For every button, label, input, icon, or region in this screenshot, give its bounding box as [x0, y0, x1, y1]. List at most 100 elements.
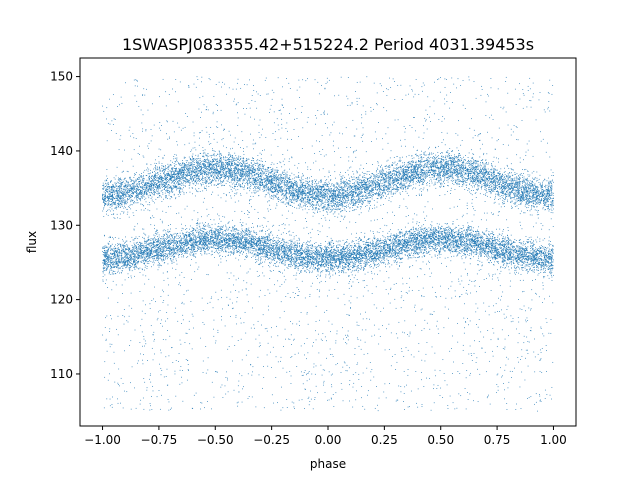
data-point — [375, 258, 377, 260]
data-point — [534, 259, 536, 260]
data-point — [202, 242, 204, 244]
data-point — [290, 264, 292, 266]
data-point — [215, 243, 217, 245]
data-point — [438, 228, 439, 229]
data-point — [401, 247, 402, 249]
data-point — [220, 237, 221, 239]
data-point — [521, 250, 523, 252]
data-point — [319, 247, 321, 249]
data-point — [270, 258, 272, 260]
data-point — [521, 247, 523, 249]
data-point — [290, 260, 291, 262]
data-point — [504, 246, 505, 248]
data-point — [144, 241, 146, 242]
data-point — [390, 257, 392, 258]
data-point — [327, 262, 328, 264]
data-point — [496, 261, 498, 262]
data-point — [277, 256, 279, 258]
data-point — [442, 237, 444, 239]
data-point — [390, 249, 391, 251]
data-point — [179, 251, 180, 253]
data-point — [167, 255, 169, 257]
data-point — [156, 256, 158, 258]
data-point — [441, 233, 443, 235]
data-point — [111, 267, 113, 268]
data-point — [426, 238, 428, 239]
data-point — [137, 261, 139, 263]
data-point — [256, 255, 258, 256]
data-point — [203, 240, 205, 242]
data-point — [250, 233, 252, 235]
data-point — [452, 237, 454, 239]
data-point — [458, 234, 460, 236]
data-point — [114, 259, 116, 261]
data-point — [545, 258, 547, 260]
data-point — [550, 265, 552, 266]
data-point — [321, 260, 323, 261]
data-point — [225, 246, 226, 248]
data-point — [129, 251, 131, 253]
data-point — [148, 245, 150, 247]
data-point — [435, 228, 436, 230]
data-point — [307, 262, 309, 264]
data-point — [117, 256, 119, 258]
data-point — [409, 238, 410, 240]
data-point — [344, 266, 346, 268]
data-point — [551, 257, 553, 259]
data-point — [160, 238, 162, 239]
data-point — [535, 255, 537, 257]
data-point — [242, 236, 244, 237]
data-point — [228, 243, 230, 245]
data-point — [444, 238, 446, 239]
data-point — [103, 260, 105, 262]
data-point — [374, 258, 376, 259]
data-point — [235, 244, 237, 246]
data-point — [285, 251, 287, 253]
data-point — [328, 247, 329, 248]
data-point — [430, 250, 432, 252]
data-point — [433, 230, 435, 232]
data-point — [472, 238, 474, 240]
data-point — [184, 244, 185, 246]
data-point — [439, 243, 441, 245]
data-point — [135, 265, 137, 267]
data-point — [332, 265, 334, 267]
data-point — [127, 261, 128, 263]
data-point — [217, 251, 219, 253]
data-point — [240, 237, 241, 239]
data-point — [331, 265, 333, 267]
data-point — [507, 243, 509, 245]
data-point — [221, 245, 223, 247]
data-point — [486, 259, 488, 261]
data-point — [157, 238, 159, 240]
data-point — [465, 256, 467, 258]
data-point — [330, 263, 332, 265]
data-point — [117, 251, 119, 253]
data-point — [464, 250, 466, 251]
data-point — [514, 273, 516, 275]
data-point — [454, 240, 456, 242]
data-point — [545, 261, 546, 263]
data-point — [136, 249, 138, 251]
data-point — [262, 252, 264, 254]
data-point — [217, 243, 219, 244]
data-point — [412, 249, 414, 251]
data-point — [262, 240, 264, 242]
data-point — [251, 249, 253, 251]
data-point — [210, 242, 212, 244]
data-point — [219, 229, 221, 231]
data-point — [270, 248, 271, 249]
data-point — [397, 238, 399, 240]
data-point — [117, 263, 118, 265]
data-point — [113, 257, 115, 259]
data-point — [470, 234, 472, 236]
data-point — [413, 235, 414, 237]
data-point — [334, 252, 336, 253]
data-point — [227, 243, 229, 245]
data-point — [345, 260, 347, 262]
data-point — [310, 240, 311, 242]
data-point — [374, 257, 376, 259]
data-point — [284, 262, 286, 264]
data-point — [118, 243, 120, 245]
data-point — [243, 247, 245, 248]
